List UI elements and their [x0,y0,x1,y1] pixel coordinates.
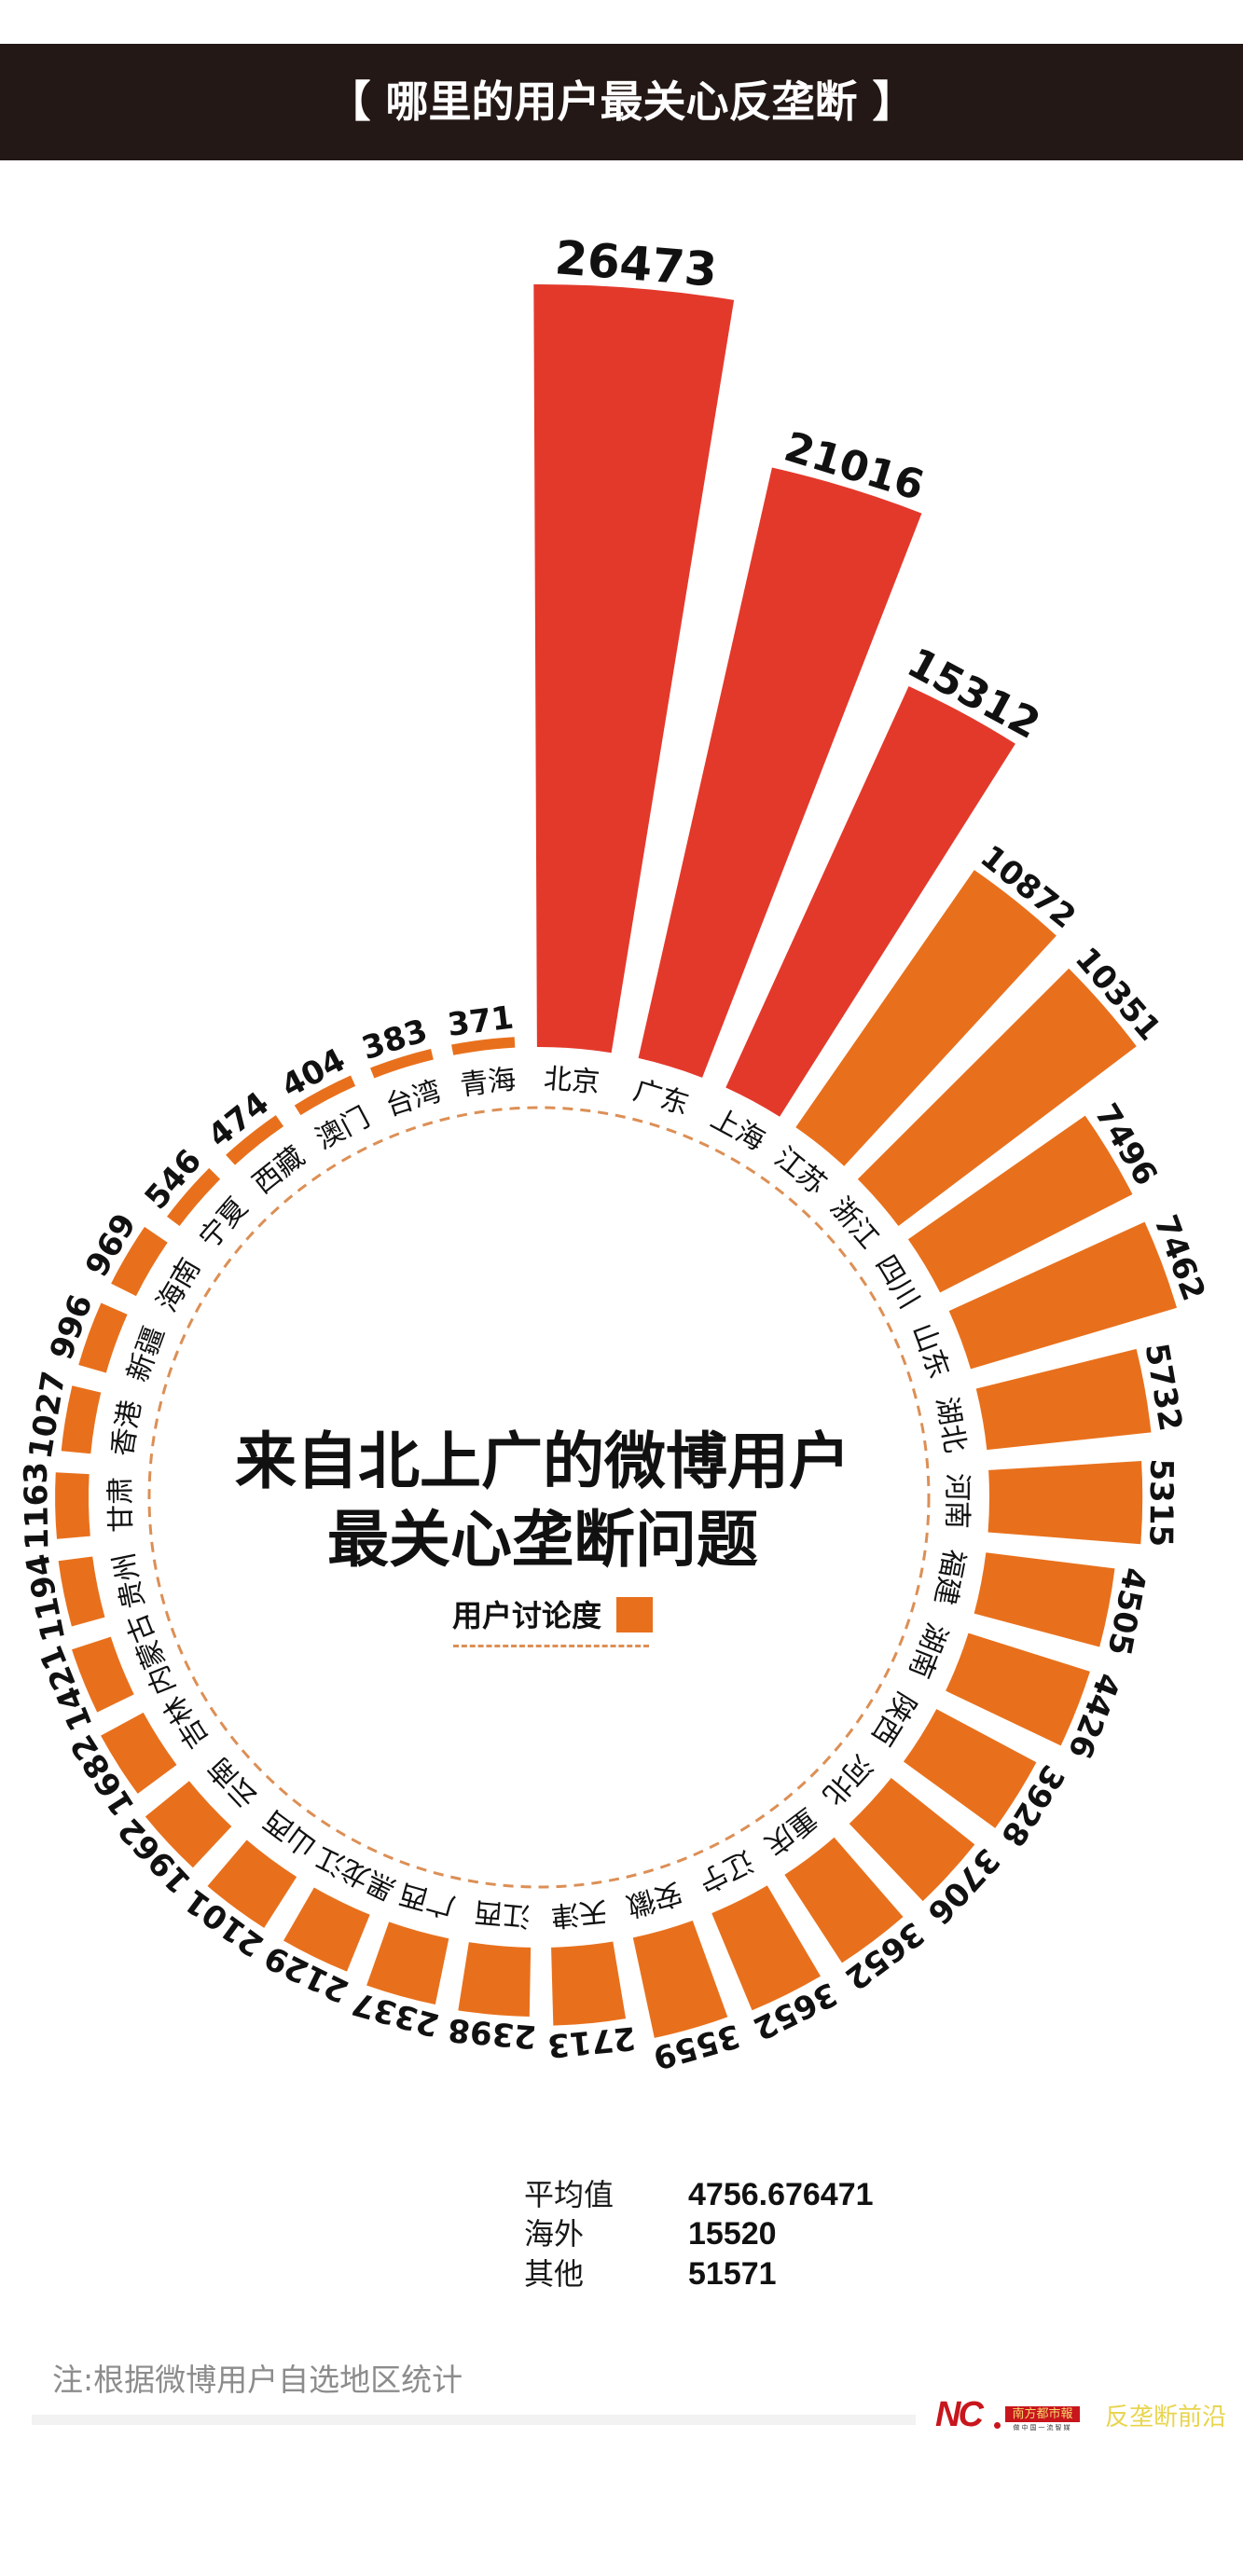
chart-bar [61,1385,102,1454]
category-label: 河北 [816,1748,877,1811]
stat-label-overseas: 海外 [524,2216,585,2252]
chart-bars [55,283,1178,2038]
category-label: 河南 [940,1473,974,1529]
chart-bar [946,1632,1090,1746]
category-label: 台湾 [381,1075,445,1123]
value-label: 2713 [546,2018,637,2064]
legend-swatch [616,1597,653,1632]
chart-bar [632,1921,728,2038]
chart-bar [167,1167,221,1226]
category-label: 四川 [869,1250,926,1315]
category-label: 云南 [202,1751,265,1814]
chart-headline-line1: 来自北上广的微博用户 [235,1426,850,1497]
stat-label-other: 其他 [524,2256,585,2292]
stat-value-average: 4756.676471 [688,2177,874,2212]
footer-divider [32,2415,916,2425]
chart-bar [907,1115,1133,1293]
category-label: 西藏 [247,1140,311,1201]
chart-bar [904,1709,1037,1828]
category-label: 甘肃 [104,1477,138,1534]
category-label: 安徽 [623,1876,685,1922]
value-label: 26473 [553,230,719,296]
category-label: 山西 [258,1803,323,1863]
chart-bar [987,1461,1143,1545]
column-name: 反垄断前沿 [1105,2404,1227,2431]
category-label: 广东 [629,1074,693,1122]
chart-bar [458,1942,532,2018]
chart-bar [72,1636,134,1713]
value-label: 5315 [1141,1458,1180,1547]
chart-bar [58,1556,105,1627]
category-label: 宁夏 [193,1192,255,1255]
chart-bar [533,283,735,1054]
logo-dot-icon [994,2422,1001,2429]
category-label: 天津 [549,1894,608,1933]
category-label: 北京 [543,1063,601,1100]
chart-bar [370,1048,434,1079]
category-label: 青海 [458,1063,518,1102]
chart-bar [111,1226,168,1297]
stat-label-average: 平均值 [524,2177,615,2212]
chart-bar [145,1781,232,1868]
chart-bar [974,1552,1115,1647]
category-label: 陕西 [864,1687,921,1751]
publisher-slogan: 做中国一流智媒 [1013,2424,1072,2431]
legend-divider [453,1645,649,1647]
chart-bar [294,1075,356,1116]
chart-bar [55,1472,90,1539]
category-label: 上海 [705,1102,769,1157]
chart-bar [784,1837,904,1963]
category-label: 内蒙古 [121,1609,183,1700]
chart-bar [638,467,922,1078]
dashed-ring [147,1106,931,1889]
chart-bar [451,1037,516,1055]
category-label: 山东 [905,1319,956,1383]
category-label: 广西 [396,1877,459,1923]
chart-bar [975,1348,1152,1451]
category-label: 江西 [474,1894,532,1932]
stat-value-overseas: 15520 [688,2216,777,2252]
header-band: 【 哪里的用户最关心反垄断 】 [0,44,1243,160]
chart-bar [795,870,1057,1166]
chart-bar [725,685,1015,1117]
chart-bar [226,1115,284,1165]
chart-bar [849,1778,975,1902]
value-label: 1163 [18,1462,57,1550]
footnote: 注:根据微博用户自选地区统计 [52,2362,463,2398]
category-label: 重庆 [758,1801,822,1861]
stat-value-other: 51571 [688,2256,777,2292]
chart-bar [948,1221,1178,1370]
value-label: 2398 [447,2010,538,2055]
chart-bar [101,1712,177,1794]
publisher-logo-mark: NC [935,2395,984,2434]
legend-label: 用户讨论度 [452,1598,602,1633]
chart-headline-line2: 最关心垄断问题 [327,1504,758,1576]
category-label: 新疆 [121,1323,171,1386]
value-label: 371 [446,999,516,1044]
chart-bar [207,1839,297,1928]
page-title: 【 哪里的用户最关心反垄断 】 [327,76,916,127]
chart-bar [711,1885,821,2011]
chart-bar [857,968,1137,1226]
publisher-logo-name: 南方都市報 [1005,2406,1080,2422]
category-label: 浙江 [823,1192,885,1255]
chart-bar [366,1922,449,2004]
chart-bar [551,1941,627,2026]
category-label: 江苏 [768,1141,833,1202]
category-label: 湖南 [903,1619,954,1683]
chart-bar [283,1887,370,1972]
chart-bar [78,1302,128,1373]
